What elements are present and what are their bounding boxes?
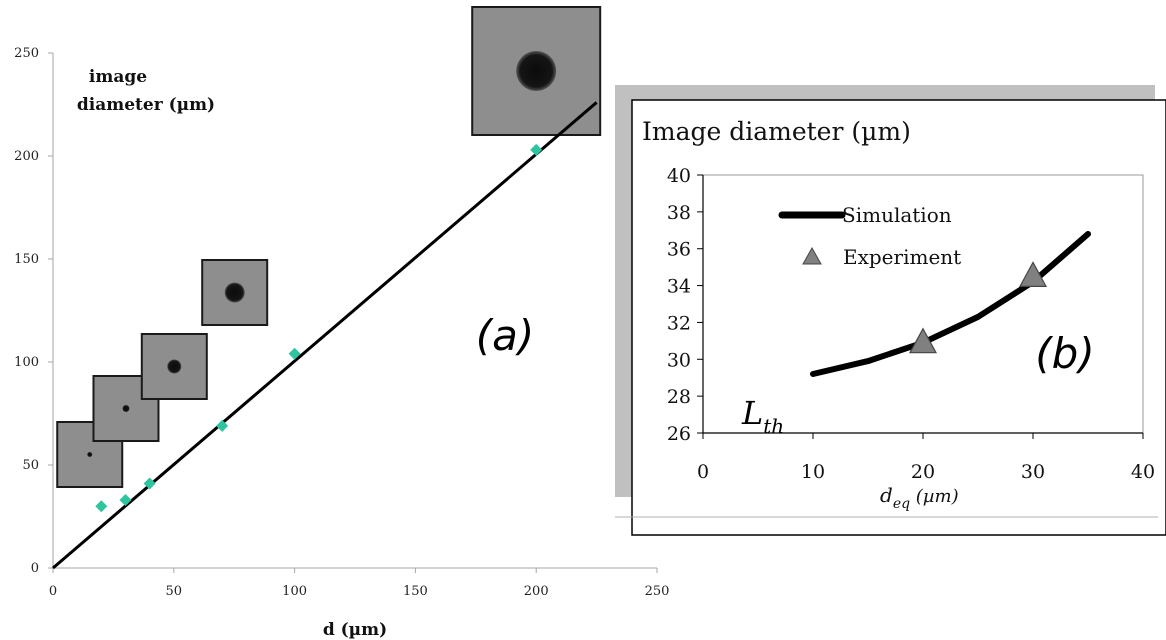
chart-a-x-tick-label: 150 [403,584,428,599]
inset-image-spot [122,405,130,412]
chart-b-x-tick-label: 20 [911,461,935,483]
threshold-letter: L [741,394,763,432]
chart-b-xlabel-sub: eq [893,496,910,512]
inset-image-spot [167,359,182,374]
chart-a-x-tick-label: 100 [282,584,307,599]
chart-a-x-tick-label: 0 [49,584,57,599]
chart-a-inset-images [56,6,602,488]
chart-a-y-tick-label: 0 [31,561,39,576]
chart-b-experiment-point [908,327,938,354]
chart-b-experiment-point [1018,261,1048,287]
chart-b-x-tick-label: 10 [801,461,825,483]
chart-b-y-tick-label: 30 [667,349,691,371]
chart-a-y-tick-label: 200 [14,149,39,164]
inset-image-spot [87,452,93,457]
chart-b: Image diameter (µm) 26 28 30 32 34 36 38 40 0 10… [615,85,1166,536]
chart-a-ylabel-line2: diameter (µm) [77,95,215,115]
chart-b-x-tick-label: 0 [697,461,709,483]
chart-a-fit-line-path [52,101,598,570]
chart-b-y-tick-label: 26 [667,423,691,445]
panel-label-b: (b) [1035,329,1094,378]
chart-b-legend: Simulation Experiment [778,203,961,269]
chart-b-y-tick-label: 38 [667,202,691,224]
chart-b-series [810,231,1091,377]
chart-a-data-point [143,477,156,490]
chart-a-x-tick-label: 50 [166,584,183,599]
chart-a-y-tick-label: 150 [14,252,39,267]
chart-b-y-ticks: 26 28 30 32 34 36 38 40 [667,165,703,445]
chart-b-x-ticks: 0 10 20 30 40 [697,433,1155,483]
chart-b-xlabel: deq (µm) [880,483,959,512]
chart-b-y-tick-label: 32 [667,312,691,334]
chart-b-y-tick-label: 28 [667,386,691,408]
chart-b-title: Image diameter (µm) [642,117,911,146]
chart-a-x-tick-label: 250 [645,584,670,599]
chart-b-plot-area [702,174,1144,434]
inset-image [92,375,160,442]
chart-a-data-point [288,347,301,360]
chart-a-data-point [216,419,229,432]
chart-a-xlabel: d (µm) [323,620,387,640]
chart-a-y-tick-label: 50 [22,458,39,473]
chart-a-points [95,143,543,513]
chart-a-y-tick-label: 100 [14,355,39,370]
chart-a-x-tick-label: 200 [524,584,549,599]
legend-experiment-swatch [802,246,822,265]
chart-a-y-tick-label: 250 [14,46,39,61]
chart-a-data-point [95,500,108,513]
chart-a-data-point [530,143,543,156]
chart-b-y-tick-label: 36 [667,239,691,261]
threshold-subscript: th [763,414,784,438]
legend-experiment-label: Experiment [843,245,961,269]
chart-a-y-ticks: 0 50 100 150 200 250 [14,46,53,576]
chart-b-xlabel-unit: (µm) [910,486,959,507]
chart-a-axes [52,53,657,569]
inset-image [471,6,602,136]
inset-image-spot [224,282,245,303]
chart-a-ylabel-line1: image [89,67,147,87]
legend-simulation-label: Simulation [842,203,952,227]
inset-image [140,333,208,400]
inset-image-spot [516,51,557,91]
chart-b-xlabel-main: d [880,483,893,507]
chart-b-y-tick-label: 40 [667,165,691,187]
chart-a: 0 50 100 150 200 250 0 50 100 150 200 250 image di… [14,6,670,640]
chart-b-simulation-line [810,231,1091,377]
threshold-label: Lth [741,394,784,438]
chart-b-x-tick-label: 30 [1021,461,1045,483]
chart-a-x-ticks: 0 50 100 150 200 250 [49,568,670,599]
chart-b-y-tick-label: 34 [667,276,691,298]
chart-a-fit-line [52,101,598,570]
inset-image [201,259,269,326]
chart-b-x-tick-label: 40 [1131,461,1155,483]
chart-a-data-point [119,494,132,507]
panel-label-a: (a) [476,311,535,360]
